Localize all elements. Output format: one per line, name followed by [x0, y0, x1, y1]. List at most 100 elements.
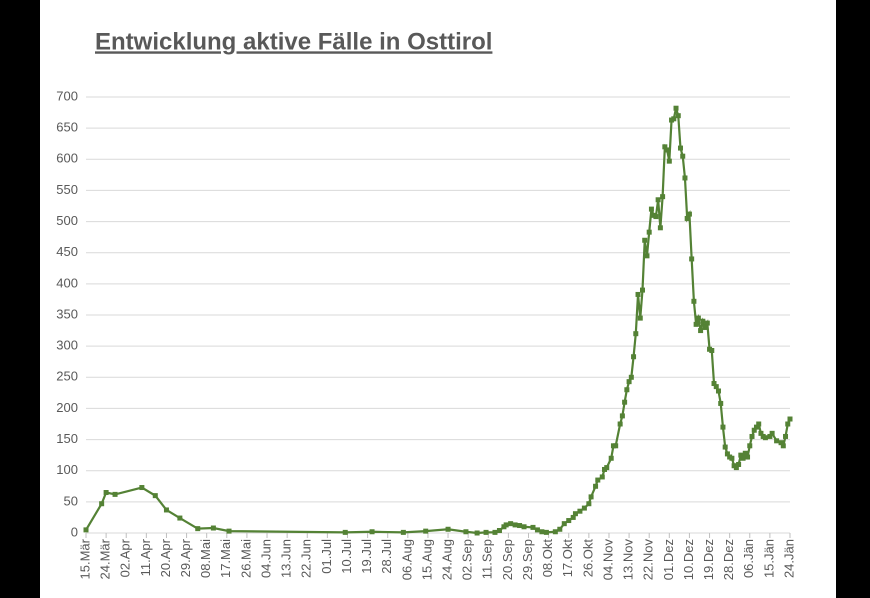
data-point: [566, 518, 572, 524]
x-tick-label: 01.Dez: [661, 539, 676, 580]
data-point: [83, 527, 89, 533]
data-point: [644, 253, 650, 259]
data-point: [747, 443, 753, 449]
data-point: [702, 324, 708, 330]
data-point: [631, 354, 637, 360]
data-point: [633, 331, 639, 337]
y-tick-label: 550: [56, 182, 78, 197]
data-point: [517, 523, 523, 529]
data-point: [512, 522, 518, 528]
y-tick-label: 250: [56, 369, 78, 384]
data-point: [682, 175, 688, 181]
x-tick-label: 10.Dez: [681, 539, 696, 580]
data-point: [210, 525, 216, 531]
x-tick-label: 13.Jun: [279, 539, 294, 578]
data-point: [561, 521, 567, 527]
data-point: [666, 158, 672, 164]
x-tick-label: 11.Sep: [480, 539, 495, 579]
data-point: [112, 491, 118, 497]
data-point: [724, 451, 730, 457]
data-point: [753, 424, 759, 430]
data-point: [595, 477, 601, 483]
x-tick-label: 29.Sep: [520, 539, 535, 580]
data-point: [698, 328, 704, 334]
data-point: [635, 291, 641, 297]
x-tick-label: 15.Aug: [419, 539, 434, 580]
data-point: [740, 455, 746, 461]
x-tick-label: 15.Jän: [761, 539, 776, 578]
data-point: [778, 440, 784, 446]
data-point: [445, 526, 451, 532]
y-tick-label: 500: [56, 213, 78, 228]
data-point: [646, 229, 652, 235]
x-tick-label: 15.Mär: [77, 538, 92, 579]
data-point: [729, 455, 735, 461]
data-point: [608, 455, 614, 461]
data-point: [774, 438, 780, 444]
data-point: [715, 388, 721, 394]
data-point: [628, 374, 634, 380]
data-point: [642, 237, 648, 243]
data-point: [581, 505, 587, 511]
data-point: [680, 153, 686, 159]
data-point: [622, 399, 628, 405]
x-tick-label: 26.Mai: [238, 539, 253, 578]
data-point: [463, 529, 469, 535]
x-tick-label: 17.Mai: [218, 539, 233, 578]
data-point: [139, 485, 145, 491]
data-point: [508, 521, 514, 527]
data-point: [637, 315, 643, 321]
data-point: [751, 427, 757, 433]
y-tick-label: 650: [56, 120, 78, 135]
data-point: [586, 501, 592, 507]
data-point: [588, 494, 594, 500]
data-point: [718, 400, 724, 406]
data-point: [539, 529, 545, 535]
data-point: [626, 379, 632, 385]
data-point: [369, 529, 375, 535]
x-tick-label: 17.Okt: [560, 539, 575, 578]
x-tick-label: 11.Apr: [138, 538, 153, 576]
data-point: [749, 433, 755, 439]
x-tick-label: 24.Jän: [781, 539, 796, 578]
data-point: [534, 527, 540, 533]
x-tick-label: 10.Jul: [339, 539, 354, 574]
y-tick-label: 450: [56, 244, 78, 259]
x-tick-label: 02.Sep: [460, 539, 475, 580]
data-point: [756, 421, 762, 427]
x-tick-label: 24.Mär: [98, 538, 113, 579]
y-tick-label: 50: [64, 493, 78, 508]
data-point: [503, 522, 509, 528]
data-point: [593, 483, 599, 489]
data-point: [624, 387, 630, 393]
data-point: [599, 474, 605, 480]
data-point: [700, 318, 706, 324]
data-point: [662, 144, 668, 150]
data-point: [738, 452, 744, 458]
data-point: [400, 529, 406, 535]
x-tick-label: 22.Nov: [641, 539, 656, 581]
y-tick-label: 600: [56, 151, 78, 166]
chart-area: [40, 0, 836, 598]
y-tick-label: 400: [56, 275, 78, 290]
data-point: [617, 421, 623, 427]
data-point: [745, 454, 751, 460]
x-tick-label: 22.Jun: [299, 539, 314, 578]
x-tick-label: 02.Apr: [118, 538, 133, 577]
x-tick-label: 20.Apr: [158, 538, 173, 577]
data-point: [736, 461, 742, 467]
data-point: [655, 197, 661, 203]
data-point: [226, 528, 232, 534]
data-point: [639, 287, 645, 293]
data-point: [195, 526, 201, 532]
data-point: [653, 214, 659, 220]
data-point: [577, 508, 583, 514]
data-point: [671, 116, 677, 122]
data-point: [492, 529, 498, 535]
x-tick-label: 06.Jän: [741, 539, 756, 578]
data-point: [711, 381, 717, 387]
x-tick-label: 26.Okt: [580, 539, 595, 578]
chart-title: Entwicklung aktive Fälle in Osttirol: [95, 28, 492, 55]
data-point: [483, 529, 489, 535]
